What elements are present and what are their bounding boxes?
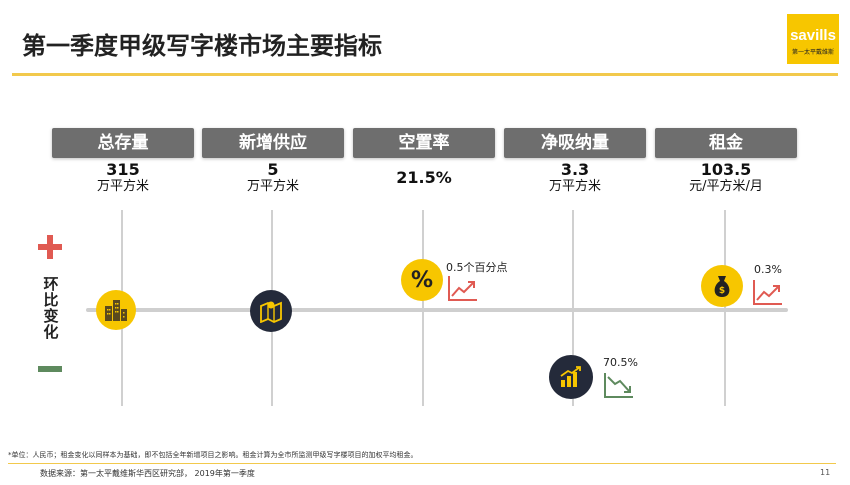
metric-stock: 总存量 315 万平方米 (52, 128, 194, 195)
metric-vacancy: 空置率 21.5% (353, 128, 495, 187)
percent-icon: % (401, 259, 443, 301)
logo-brand: savills (790, 27, 836, 44)
blueprint-icon (250, 290, 292, 332)
buildings-icon (96, 290, 136, 330)
percent-symbol: % (410, 267, 434, 293)
logo-subtitle: 第一太平戴维斯 (791, 49, 834, 56)
metric-net-absorption: 净吸纳量 3.3 万平方米 (504, 128, 646, 195)
metric-unit: 元/平方米/月 (689, 179, 763, 194)
title-underline (12, 73, 838, 76)
metric-label: 新增供应 (202, 128, 344, 158)
rent-change-value: 0.3% (754, 263, 782, 276)
metric-label: 租金 (655, 128, 797, 158)
metric-value: 103.5 (700, 160, 752, 179)
metric-unit: 万平方米 (246, 179, 299, 194)
bar-chart-up-icon (549, 355, 593, 399)
metric-label: 空置率 (353, 128, 495, 158)
plus-icon (38, 235, 62, 259)
metric-unit: 万平方米 (548, 179, 601, 194)
svg-text:$: $ (719, 286, 725, 296)
page-number: 11 (820, 468, 831, 477)
footnote: *单位：人民币；租金变化以同样本为基础，即不包括全年新增项目之影响。租金计算为全… (8, 451, 418, 459)
savills-logo: savills 第一太平戴维斯 (787, 14, 839, 64)
metric-rent: 租金 103.5 元/平方米/月 (655, 128, 797, 195)
metric-value: 3.3 (560, 160, 590, 179)
metric-value: 21.5% (396, 168, 452, 187)
data-source: 数据来源：第一太平戴维斯华西区研究部， 2019年第一季度 (40, 469, 255, 478)
trend-up-icon (752, 278, 784, 306)
side-label-qoq-change: 环比变化 (43, 275, 59, 341)
metric-unit: 万平方米 (96, 179, 149, 194)
minus-icon (38, 366, 62, 372)
metric-label: 净吸纳量 (504, 128, 646, 158)
change-baseline (86, 308, 788, 312)
money-bag-icon: $ (701, 265, 743, 307)
absorption-change-value: 70.5% (603, 356, 638, 369)
metric-label: 总存量 (52, 128, 194, 158)
metric-value: 315 (106, 160, 140, 179)
metric-value: 5 (267, 160, 279, 179)
footer-rule (8, 463, 836, 464)
trend-down-icon (603, 371, 635, 399)
page-title: 第一季度甲级写字楼市场主要指标 (22, 32, 382, 60)
metric-new-supply: 新增供应 5 万平方米 (202, 128, 344, 195)
trend-up-icon (447, 274, 479, 302)
vacancy-change-value: 0.5个百分点 (446, 261, 508, 274)
